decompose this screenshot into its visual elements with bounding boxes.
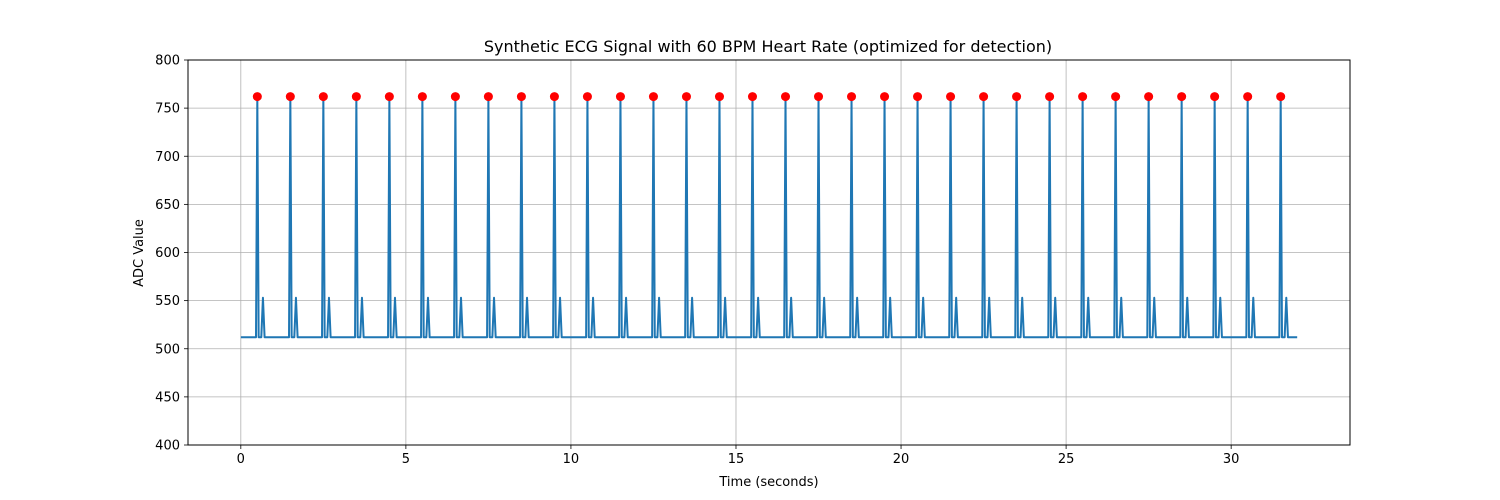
r-peak-marker xyxy=(351,92,361,102)
x-tick-label: 30 xyxy=(1223,452,1240,467)
r-peak-marker xyxy=(1243,92,1253,102)
x-tick-label: 10 xyxy=(563,452,580,467)
x-tick-label: 0 xyxy=(237,452,245,467)
ecg-signal-line xyxy=(240,95,1298,339)
y-tick-label: 550 xyxy=(155,294,180,309)
x-axis-label: Time (seconds) xyxy=(718,475,818,490)
y-tick-label: 600 xyxy=(155,246,180,261)
y-tick-label: 400 xyxy=(155,439,180,454)
r-peak-marker xyxy=(516,92,526,102)
r-peak-marker xyxy=(814,92,824,102)
r-peak-marker xyxy=(847,92,857,102)
y-tick-label: 800 xyxy=(155,54,180,69)
x-tick-label: 20 xyxy=(893,452,910,467)
r-peak-marker xyxy=(979,92,989,102)
y-axis-label: ADC Value xyxy=(132,219,147,287)
r-peak-marker xyxy=(417,92,427,102)
y-tick-label: 650 xyxy=(155,198,180,213)
r-peak-marker xyxy=(582,92,592,102)
r-peak-marker xyxy=(747,92,757,102)
r-peak-marker xyxy=(946,92,956,102)
r-peak-marker xyxy=(1210,92,1220,102)
r-peak-marker xyxy=(1045,92,1055,102)
y-axis-ticks: 400 450 500 550 600 650 700 750 800 xyxy=(155,54,188,454)
r-peak-marker xyxy=(681,92,691,102)
y-tick-label: 450 xyxy=(155,390,180,405)
r-peak-marker xyxy=(252,92,262,102)
r-peak-marker xyxy=(648,92,658,102)
r-peak-marker xyxy=(1177,92,1187,102)
peak-markers xyxy=(252,92,1286,102)
y-tick-label: 700 xyxy=(155,150,180,165)
r-peak-marker xyxy=(549,92,559,102)
grid-lines xyxy=(188,59,1350,446)
r-peak-marker xyxy=(1111,92,1121,102)
r-peak-marker xyxy=(880,92,890,102)
r-peak-marker xyxy=(1276,92,1286,102)
x-tick-label: 25 xyxy=(1058,452,1075,467)
r-peak-marker xyxy=(483,92,493,102)
r-peak-marker xyxy=(384,92,394,102)
r-peak-marker xyxy=(1144,92,1154,102)
r-peak-marker xyxy=(1078,92,1088,102)
r-peak-marker xyxy=(1012,92,1022,102)
r-peak-marker xyxy=(913,92,923,102)
r-peak-marker xyxy=(714,92,724,102)
r-peak-marker xyxy=(615,92,625,102)
r-peak-marker xyxy=(318,92,328,102)
y-tick-label: 500 xyxy=(155,342,180,357)
y-tick-label: 750 xyxy=(155,102,180,117)
chart-title: Synthetic ECG Signal with 60 BPM Heart R… xyxy=(484,37,1052,56)
r-peak-marker xyxy=(450,92,460,102)
signal-layer xyxy=(240,95,1298,339)
x-tick-label: 15 xyxy=(728,452,745,467)
x-tick-label: 5 xyxy=(402,452,410,467)
r-peak-marker xyxy=(285,92,295,102)
x-axis-ticks: 0 5 10 15 20 25 30 xyxy=(237,445,1240,467)
r-peak-marker xyxy=(781,92,791,102)
